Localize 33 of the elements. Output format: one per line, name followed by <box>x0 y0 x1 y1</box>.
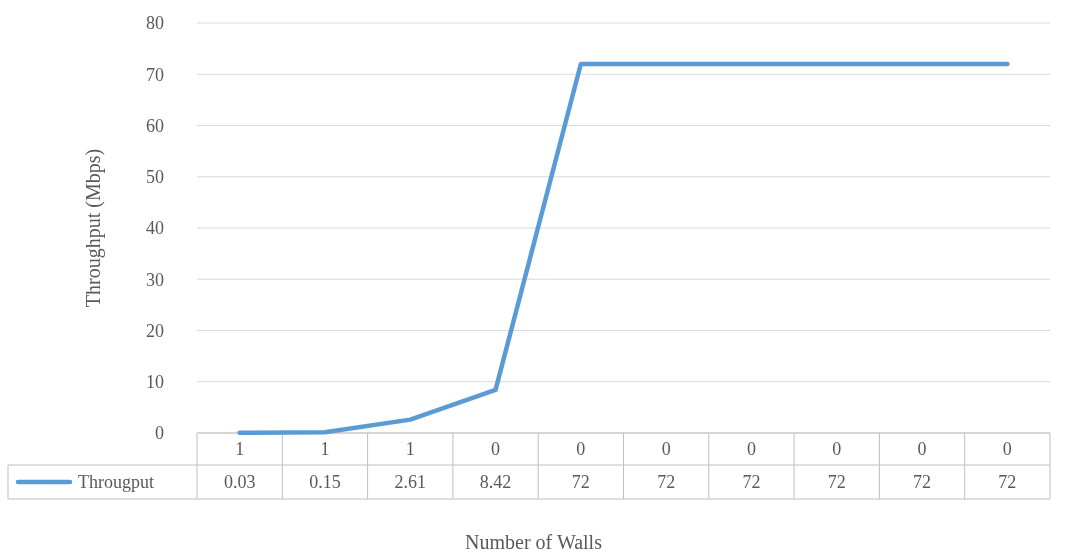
y-tick-label: 50 <box>146 167 164 188</box>
x-tick-label: 0 <box>661 439 671 460</box>
y-tick-label: 40 <box>146 218 164 239</box>
x-tick-label: 0 <box>491 439 501 460</box>
x-tick-label: 0 <box>917 439 927 460</box>
y-tick-label: 80 <box>146 13 164 34</box>
y-tick-label: 10 <box>146 372 164 393</box>
data-label: 72 <box>657 472 676 493</box>
y-tick-label: 20 <box>146 320 164 341</box>
x-tick-label: 0 <box>1002 439 1012 460</box>
data-label: 72 <box>571 472 590 493</box>
x-tick-label: 0 <box>746 439 756 460</box>
x-tick-label: 1 <box>405 439 415 460</box>
y-tick-label: 30 <box>146 269 164 290</box>
x-tick-label: 1 <box>320 439 330 460</box>
data-label: 72 <box>998 472 1017 493</box>
x-tick-label: 0 <box>832 439 842 460</box>
data-label: 0.03 <box>223 472 256 493</box>
x-tick-label: 0 <box>576 439 586 460</box>
data-label: 2.61 <box>394 472 426 493</box>
y-axis-title: Throughput (Mbps) <box>82 148 105 308</box>
data-label: 8.42 <box>479 472 512 493</box>
x-axis-title: Number of Walls <box>465 531 603 553</box>
y-tick-label: 60 <box>146 115 164 136</box>
legend-label: Througput <box>78 472 154 493</box>
data-label: 0.15 <box>309 472 341 493</box>
data-label: 72 <box>913 472 932 493</box>
line-series <box>237 61 1010 436</box>
data-label: 72 <box>742 472 761 493</box>
data-label: 72 <box>827 472 846 493</box>
x-tick-label: 1 <box>235 439 245 460</box>
y-tick-label: 0 <box>155 423 164 444</box>
y-tick-label: 70 <box>146 64 164 85</box>
